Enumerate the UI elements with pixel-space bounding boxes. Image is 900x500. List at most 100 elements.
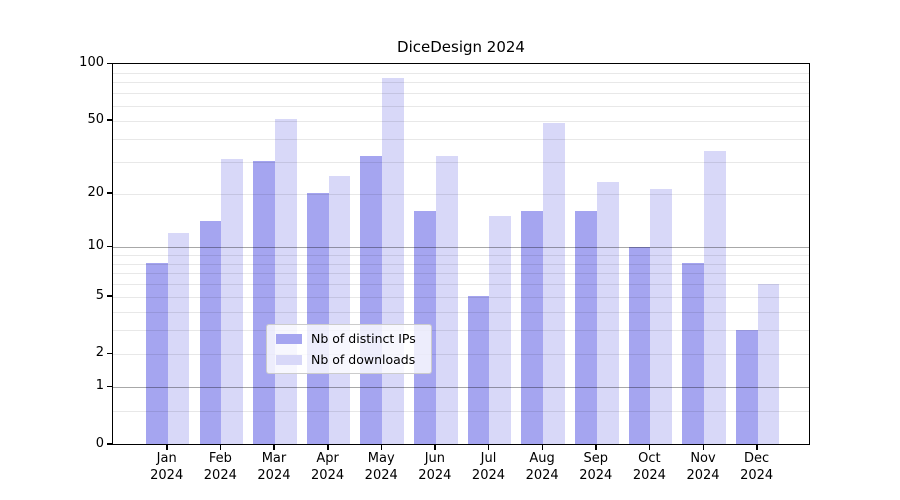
x-tick-mark [219, 445, 222, 450]
gridline-minor [113, 263, 809, 265]
year-label: 2024 [364, 468, 398, 483]
y-tick-mark [107, 385, 112, 388]
x-tick-mark [541, 445, 544, 450]
gridline-minor [113, 72, 809, 74]
x-tick-mark [595, 445, 597, 450]
gridline-minor [113, 82, 809, 84]
x-tick-mark [327, 445, 329, 450]
x-tick-mark [702, 445, 704, 450]
bar-downloads-feb [221, 158, 244, 444]
month-label: Dec [744, 451, 770, 466]
year-label: 2024 [471, 468, 506, 483]
y-tick-mark [107, 62, 112, 65]
plot-area [112, 63, 810, 445]
x-tick-label-sep: Sep 2024 [564, 450, 628, 484]
x-tick-label-mar: Mar 2024 [242, 450, 306, 484]
bar-distinct-ips-may [360, 156, 383, 444]
month-label: Oct [638, 451, 661, 466]
bar-downloads-mar [274, 118, 297, 444]
year-label: 2024 [418, 468, 452, 483]
y-tick-label: 100 [79, 55, 104, 71]
year-label: 2024 [740, 468, 774, 483]
bar-downloads-apr [328, 175, 351, 444]
legend-swatch-dark-icon [276, 333, 302, 344]
bar-downloads-sep [596, 182, 619, 444]
x-tick-mark [434, 445, 436, 450]
bar-downloads-jan [167, 232, 190, 444]
x-tick-label-may: May 2024 [349, 450, 413, 484]
x-tick-mark [648, 445, 651, 450]
x-tick-mark [487, 445, 490, 450]
y-tick-label: 50 [87, 111, 104, 127]
bar-distinct-ips-apr [306, 193, 329, 444]
legend-swatch-light-icon [276, 354, 302, 365]
x-tick-label-oct: Oct 2024 [617, 450, 681, 484]
month-label: Aug [529, 451, 555, 466]
bar-downloads-aug [543, 123, 565, 444]
y-tick-mark [107, 443, 112, 445]
legend: Nb of distinct IPs Nb of downloads [266, 324, 432, 374]
month-label: Jun [424, 451, 445, 466]
month-label: Jul [480, 451, 497, 466]
y-tick-mark [107, 192, 112, 194]
x-tick-label-apr: Apr 2024 [296, 450, 360, 484]
x-tick-label-aug: Aug 2024 [510, 450, 574, 484]
month-label: Jan [156, 451, 177, 466]
bar-distinct-ips-dec [735, 329, 758, 444]
bar-distinct-ips-oct [628, 246, 651, 444]
x-tick-label-jul: Jul 2024 [456, 450, 520, 484]
month-label: Nov [690, 451, 716, 466]
y-tick-label: 20 [87, 184, 104, 200]
gridline-minor [113, 105, 809, 107]
gridline-minor [113, 354, 809, 356]
legend-entry-downloads: Nb of downloads [276, 352, 422, 367]
x-tick-label-jun: Jun 2024 [403, 450, 467, 484]
gridline-minor [113, 254, 809, 256]
x-tick-label-feb: Feb 2024 [188, 450, 252, 484]
y-tick-mark [107, 119, 112, 121]
gridline-minor [113, 93, 809, 95]
x-tick-mark [273, 445, 275, 450]
bar-downloads-may [382, 78, 405, 444]
gridline-minor [113, 193, 809, 195]
gridline-minor [113, 296, 809, 298]
year-label: 2024 [632, 468, 666, 483]
bar-distinct-ips-mar [253, 161, 275, 444]
year-label: 2024 [311, 468, 345, 483]
year-label: 2024 [150, 468, 184, 483]
legend-label: Nb of distinct IPs [311, 331, 416, 346]
bar-distinct-ips-aug [521, 210, 544, 444]
bar-distinct-ips-jan [145, 263, 168, 444]
gridline-minor [113, 120, 809, 122]
x-tick-mark [756, 445, 758, 450]
gridline-minor [113, 411, 809, 413]
y-tick-label: 1 [95, 378, 104, 394]
year-label: 2024 [579, 468, 613, 483]
bar-distinct-ips-jul [467, 296, 490, 444]
gridline-minor [113, 311, 809, 313]
year-label: 2024 [203, 468, 237, 483]
gridline-minor [113, 273, 809, 275]
y-tick-mark [107, 245, 112, 247]
y-tick-label: 2 [95, 345, 104, 361]
x-tick-label-dec: Dec 2024 [725, 450, 789, 484]
bar-distinct-ips-nov [682, 263, 704, 444]
year-label: 2024 [686, 468, 720, 483]
legend-entry-distinct-ips: Nb of distinct IPs [276, 331, 422, 346]
x-tick-label-jan: Jan 2024 [135, 450, 199, 484]
month-label: Feb [208, 451, 232, 466]
year-label: 2024 [525, 468, 559, 483]
bar-downloads-dec [757, 283, 780, 444]
x-tick-label-nov: Nov 2024 [671, 450, 735, 484]
month-label: Apr [316, 451, 339, 466]
gridline-major [113, 247, 809, 248]
gridline-major [113, 387, 809, 389]
bar-downloads-jun [435, 156, 458, 444]
y-tick-label: 10 [87, 238, 104, 253]
gridline-minor [113, 138, 809, 140]
gridline-minor [113, 161, 809, 163]
y-tick-mark [107, 352, 112, 355]
y-tick-label: 5 [95, 287, 104, 303]
y-tick-mark [107, 295, 112, 297]
